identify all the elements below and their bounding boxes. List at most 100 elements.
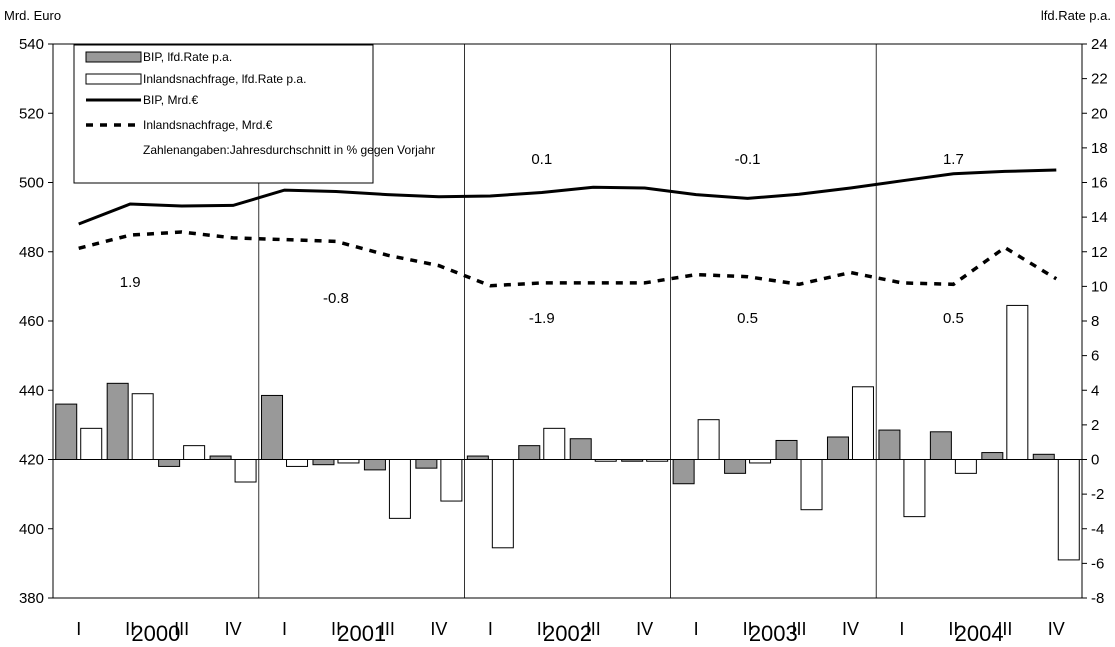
quarter-label: II (743, 619, 753, 639)
right-tick-label: 0 (1091, 452, 1099, 469)
quarter-label: III (380, 619, 395, 639)
bar-inland-rate (286, 459, 309, 467)
bar-inland-rate (234, 459, 257, 483)
left-tick-label: 480 (19, 244, 44, 261)
legend: BIP, lfd.Rate p.a. Inlandsnachfrage, lfd… (73, 44, 435, 184)
quarter-label: I (899, 619, 904, 639)
year-label: 2003 (749, 621, 798, 646)
right-tick-label: 10 (1091, 278, 1108, 295)
bar-bip-rate (261, 394, 284, 461)
left-tick-label: 440 (19, 382, 44, 399)
bar-inland-rate (388, 459, 411, 519)
bar-bip-rate (724, 459, 747, 474)
line-inland-level (78, 230, 1058, 288)
right-tick-label: 4 (1091, 382, 1099, 399)
right-tick-label: -4 (1091, 521, 1104, 538)
quarter-label: III (174, 619, 189, 639)
right-tick-label: 6 (1091, 348, 1099, 365)
quarter-label: II (537, 619, 547, 639)
quarter-label: II (125, 619, 135, 639)
quarter-label: IV (842, 619, 859, 639)
quarter-label: IV (430, 619, 447, 639)
annotation-inland-yearly: 0.5 (943, 310, 964, 327)
right-tick-label: 16 (1091, 175, 1108, 192)
bar-bip-rate (415, 459, 438, 469)
right-tick-label: 20 (1091, 105, 1108, 122)
year-label: 2004 (955, 621, 1004, 646)
line-bip-level (78, 168, 1057, 226)
bar-bip-rate (569, 438, 592, 461)
left-tick-label: 380 (19, 590, 44, 607)
quarter-label: I (76, 619, 81, 639)
year-label: 2002 (543, 621, 592, 646)
year-label: 2001 (337, 621, 386, 646)
bar-inland-rate (440, 459, 463, 502)
bar-bip-rate (363, 459, 386, 471)
left-axis-label: Mrd. Euro (4, 8, 61, 23)
bar-bip-rate (106, 382, 129, 461)
bar-bip-rate (209, 455, 232, 461)
left-tick-label: 400 (19, 521, 44, 538)
legend-note: Zahlenangaben:Jahresdurchschnitt in % ge… (143, 143, 435, 157)
legend-swatch-inland-rate (85, 73, 142, 85)
legend-swatch-bip-rate (85, 51, 142, 63)
bar-bip-rate (775, 439, 798, 460)
right-tick-label: 22 (1091, 71, 1108, 88)
bar-inland-rate (1006, 304, 1029, 461)
annotation-bip-yearly: 0.1 (531, 151, 552, 168)
quarter-label: I (282, 619, 287, 639)
bar-inland-rate (697, 419, 720, 460)
bar-bip-rate (878, 429, 901, 461)
bar-inland-rate (131, 393, 154, 460)
bar-bip-rate (981, 452, 1004, 461)
bar-bip-rate (55, 403, 78, 461)
right-tick-label: -8 (1091, 590, 1104, 607)
quarter-label: III (586, 619, 601, 639)
left-tick-label: 460 (19, 313, 44, 330)
legend-box (73, 44, 374, 184)
bar-inland-rate (903, 459, 926, 518)
left-tick-label: 520 (19, 105, 44, 122)
bar-inland-rate (954, 459, 977, 474)
annotation-inland-yearly: -0.8 (323, 290, 349, 307)
right-tick-label: -2 (1091, 486, 1104, 503)
annotation-bip-yearly: -0.1 (735, 151, 761, 168)
annotation-inland-yearly: 1.9 (120, 274, 141, 291)
bar-inland-rate (800, 459, 823, 511)
bar-inland-rate (749, 459, 772, 464)
bar-inland-rate (337, 459, 360, 464)
bar-bip-rate (158, 459, 181, 467)
bar-bip-rate (1032, 453, 1055, 460)
bar-bip-rate (518, 445, 541, 460)
right-tick-label: 2 (1091, 417, 1099, 434)
left-tick-label: 540 (19, 36, 44, 53)
bar-bip-rate (466, 455, 489, 461)
quarter-label: IV (1048, 619, 1065, 639)
left-tick-label: 500 (19, 175, 44, 192)
bar-bip-rate (312, 459, 335, 466)
quarter-label: I (694, 619, 699, 639)
bar-inland-rate (543, 427, 566, 460)
quarter-label: III (997, 619, 1012, 639)
bar-inland-rate (491, 459, 514, 549)
quarter-label: II (331, 619, 341, 639)
right-tick-label: 8 (1091, 313, 1099, 330)
legend-label-inland-rate: Inlandsnachfrage, lfd.Rate p.a. (143, 72, 306, 86)
bar-inland-rate (80, 427, 103, 460)
bar-inland-rate (1057, 459, 1080, 561)
right-tick-label: 24 (1091, 36, 1108, 53)
right-tick-label: -6 (1091, 555, 1104, 572)
quarter-label: I (488, 619, 493, 639)
quarter-label: IV (225, 619, 242, 639)
quarter-label: III (792, 619, 807, 639)
bar-inland-rate (183, 445, 206, 460)
right-tick-label: 18 (1091, 140, 1108, 157)
right-tick-label: 12 (1091, 244, 1108, 261)
bar-bip-rate (929, 431, 952, 460)
left-tick-label: 420 (19, 452, 44, 469)
annotation-inland-yearly: -1.9 (529, 310, 555, 327)
annotation-inland-yearly: 0.5 (737, 310, 758, 327)
quarter-label: II (948, 619, 958, 639)
annotation-bip-yearly: 1.7 (943, 151, 964, 168)
